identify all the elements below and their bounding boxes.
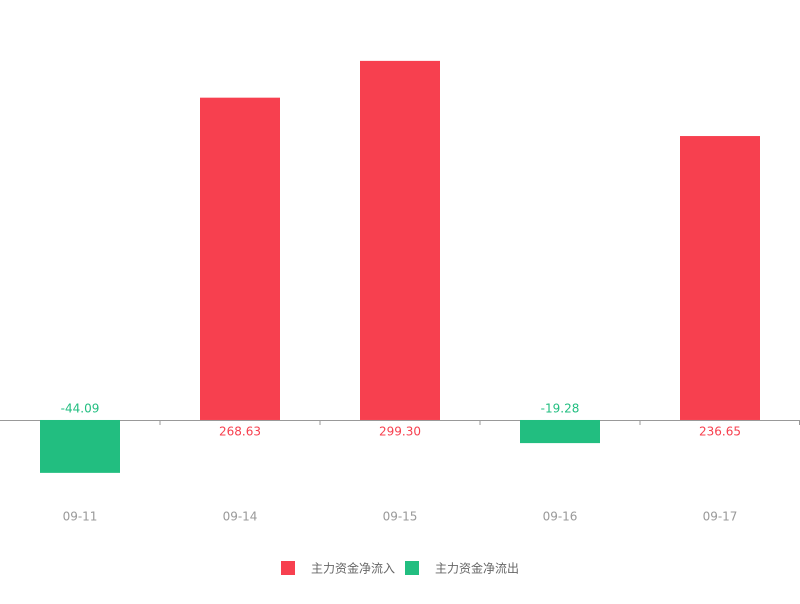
legend-swatch	[405, 561, 419, 575]
value-label: 268.63	[219, 424, 261, 438]
bar	[200, 97, 280, 420]
value-label: -19.28	[541, 401, 580, 415]
x-tick-label: 09-15	[383, 510, 418, 524]
x-tick-label: 09-14	[223, 510, 258, 524]
bar	[680, 136, 760, 420]
bar	[360, 60, 440, 420]
x-tick-label: 09-16	[543, 510, 578, 524]
value-label: -44.09	[61, 401, 100, 415]
x-tick-label: 09-11	[63, 510, 98, 524]
legend-swatch	[281, 561, 295, 575]
value-label: 299.30	[379, 424, 421, 438]
bar	[40, 419, 120, 473]
legend-label: 主力资金净流出	[435, 561, 519, 576]
value-label: 236.65	[699, 424, 741, 438]
legend-label: 主力资金净流入	[311, 561, 395, 576]
bar	[520, 419, 600, 444]
x-tick-label: 09-17	[703, 510, 738, 524]
